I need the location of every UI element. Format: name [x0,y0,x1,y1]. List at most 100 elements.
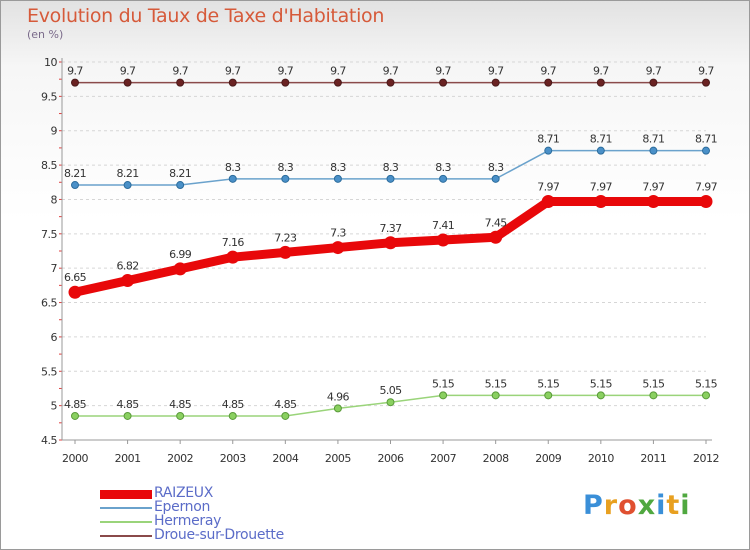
data-label: 4.96 [327,390,350,403]
data-point [596,391,605,400]
data-label: 5.05 [379,384,402,397]
data-label: 5.15 [642,377,665,390]
data-label: 7.37 [379,222,402,235]
data-label: 9.7 [435,65,451,78]
data-label: 9.7 [120,65,136,78]
y-tick-label: 4.5 [41,434,57,447]
data-point [646,195,660,209]
legend-swatch [100,521,152,523]
series-droue-sur-drouette: 9.7 9.7 9.7 9.7 9.7 9.7 9.7 9.7 9.7 9.7 9.7 9.7 9.7 [67,65,715,87]
data-label: 8.3 [330,161,346,174]
series-epernon: 8.21 8.21 8.21 8.3 8.3 8.3 8.3 8.3 8.3 8.71 8.71 8.… [64,133,718,190]
x-tick-label: 2005 [325,452,351,465]
y-tick-label: 7 [51,262,58,275]
data-label: 7.97 [642,181,665,194]
data-label: 9.7 [593,65,609,78]
legend-label: RAIZEUX [154,485,214,501]
data-label: 8.71 [695,133,717,146]
data-point [281,411,290,420]
data-label: 7.41 [432,219,454,232]
legend-label: Droue-sur-Drouette [154,527,284,543]
y-tick-label: 8.5 [41,159,57,172]
x-tick-label: 2003 [220,452,246,465]
data-label: 4.85 [117,398,140,411]
y-tick-label: 5 [51,400,58,413]
data-label: 7.16 [222,236,245,249]
data-point [173,262,187,276]
data-point [541,195,555,209]
data-point [68,285,82,299]
legend-label: Epernon [154,499,211,515]
data-point [71,181,79,190]
data-label: 4.85 [222,398,245,411]
data-point [228,78,237,87]
data-point [176,411,185,420]
logo-letter: i [680,490,691,521]
y-tick-label: 5.5 [41,365,57,378]
data-point [281,174,290,183]
data-label: 7.3 [330,227,346,240]
logo-letter: o [618,490,638,521]
legend-swatch [100,489,152,499]
data-label: 8.71 [537,133,559,146]
data-point [489,230,503,244]
data-label: 9.7 [646,65,662,78]
y-tick-label: 9.5 [41,90,57,103]
data-label: 8.3 [383,161,399,174]
data-label: 7.23 [274,231,297,244]
data-label: 8.21 [64,167,86,180]
data-label: 9.7 [172,65,188,78]
data-point [176,78,185,87]
y-tick-label: 6 [51,331,58,344]
legend-swatch [100,507,152,509]
logo-letter: x [637,490,657,521]
logo-letter: i [656,490,667,521]
data-point [649,78,658,87]
data-label: 8.71 [642,133,664,146]
x-tick-label: 2008 [483,452,509,465]
data-point [123,411,132,420]
x-tick-label: 2000 [62,452,88,465]
data-point [281,78,290,87]
data-point [699,195,713,209]
data-point [71,78,79,87]
data-label: 9.7 [225,65,241,78]
data-point [123,78,132,87]
data-point [702,78,710,87]
data-label: 7.97 [695,181,718,194]
data-label: 5.15 [485,377,508,390]
data-point [228,174,237,183]
data-point [544,78,553,87]
data-point [333,174,342,183]
y-tick-label: 9 [51,125,58,138]
unit-label: (en %) [27,28,64,41]
x-tick-label: 2006 [378,452,404,465]
x-tick-label: 2009 [535,452,561,465]
data-point [439,78,448,87]
data-point [596,78,605,87]
data-point [702,146,710,155]
x-tick-label: 2001 [115,452,141,465]
data-point [226,250,240,264]
data-label: 4.85 [274,398,297,411]
data-point [333,78,342,87]
y-tick-label: 8 [51,193,58,206]
data-label: 9.7 [540,65,556,78]
data-point [544,146,553,155]
series-hermeray: 4.85 4.85 4.85 4.85 4.85 4.96 5.05 5.15 5.15 5.15… [64,377,718,420]
data-point [491,391,500,400]
x-tick-label: 2007 [430,452,456,465]
data-point [544,391,553,400]
chart-title: Evolution du Taux de Taxe d'Habitation [27,5,385,27]
data-point [702,391,710,400]
data-label: 9.7 [277,65,293,78]
data-label: 8.3 [277,161,293,174]
data-point [594,195,608,209]
data-label: 7.97 [590,181,613,194]
data-point [384,236,397,250]
y-tick-label: 6.5 [41,297,57,310]
data-label: 4.85 [64,398,87,411]
data-point [439,174,448,183]
data-label: 6.99 [169,248,192,261]
data-point [333,404,342,413]
